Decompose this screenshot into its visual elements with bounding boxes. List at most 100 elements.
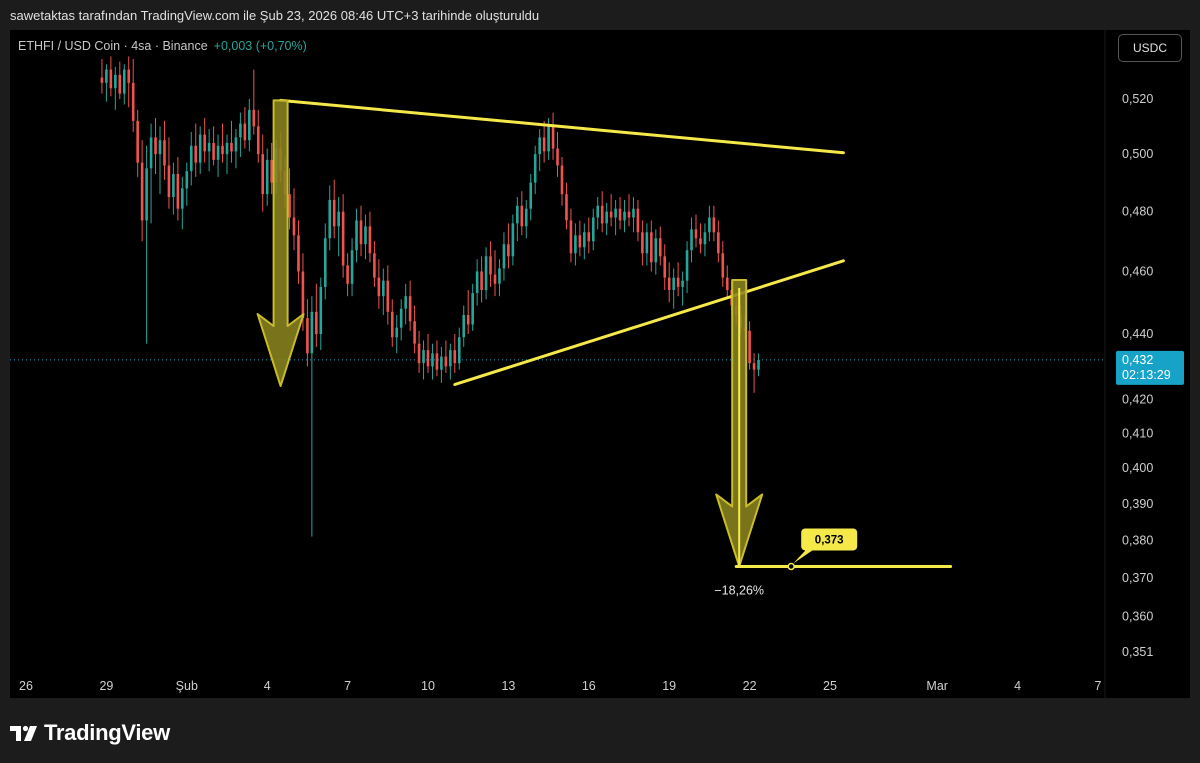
candle-body bbox=[520, 205, 524, 227]
candle-body bbox=[140, 162, 144, 221]
y-tick-label: 0,390 bbox=[1122, 497, 1153, 511]
candle-body bbox=[498, 268, 501, 284]
y-tick-label: 0,460 bbox=[1122, 264, 1153, 278]
candle-body bbox=[350, 250, 354, 284]
candle-body bbox=[694, 229, 698, 239]
y-tick-label: 0,480 bbox=[1122, 205, 1153, 219]
candle-body bbox=[650, 232, 653, 263]
x-tick-label: 19 bbox=[662, 679, 676, 693]
candle-body bbox=[449, 350, 452, 367]
candle-body bbox=[386, 280, 390, 312]
candle-body bbox=[636, 208, 640, 233]
tradingview-logo: TradingView bbox=[10, 718, 170, 748]
candle-body bbox=[189, 145, 193, 172]
candle-body bbox=[699, 238, 702, 245]
x-tick-label: Şub bbox=[176, 679, 198, 693]
candle-body bbox=[207, 142, 211, 152]
candle-body bbox=[591, 217, 595, 242]
candle-body bbox=[507, 244, 510, 257]
symbol-legend[interactable]: ETHFI / USD Coin · 4sa · Binance +0,003 (… bbox=[18, 39, 307, 53]
axes-layer: 0,520 0,500 0,480 0,460 0,440 0,420 0,410 0,400… bbox=[19, 30, 1184, 698]
candle-body bbox=[431, 353, 434, 367]
candle-body bbox=[346, 265, 349, 284]
candle-body bbox=[587, 232, 591, 242]
candle-body bbox=[306, 318, 309, 354]
trendline-support bbox=[453, 259, 845, 386]
candle-body bbox=[725, 277, 729, 290]
x-tick-label: 25 bbox=[823, 679, 837, 693]
candle-body bbox=[462, 314, 466, 338]
chart-caption: sawetaktas tarafından TradingView.com il… bbox=[10, 8, 540, 23]
candle-body bbox=[328, 199, 332, 239]
candle-body bbox=[676, 277, 680, 287]
candle-body bbox=[717, 232, 720, 254]
candle-body bbox=[457, 337, 461, 364]
candle-body bbox=[596, 205, 600, 218]
candle-body bbox=[435, 353, 439, 370]
candle-body bbox=[243, 123, 247, 141]
target-callout bbox=[801, 528, 858, 551]
candle-body bbox=[149, 137, 153, 169]
current-price-countdown: 02:13:29 bbox=[1122, 368, 1171, 382]
tradingview-logo-icon bbox=[10, 725, 37, 741]
candle-body bbox=[511, 223, 515, 257]
candle-body bbox=[484, 256, 488, 290]
candle-body bbox=[221, 145, 224, 155]
candle-body bbox=[154, 137, 157, 155]
candle-body bbox=[502, 244, 506, 269]
x-tick-label: 7 bbox=[1095, 679, 1102, 693]
candle-body bbox=[538, 137, 541, 155]
tradingview-logo-text: TradingView bbox=[44, 720, 170, 745]
target-callout-label: 0,373 bbox=[815, 534, 844, 546]
candle-body bbox=[261, 154, 265, 195]
chart-pane[interactable]: ETHFI / USD Coin · 4sa · Binance +0,003 (… bbox=[10, 30, 1190, 698]
candle-body bbox=[373, 253, 376, 278]
candle-body bbox=[230, 142, 233, 152]
candle-body bbox=[426, 350, 430, 367]
candle-body bbox=[239, 123, 242, 138]
candle-body bbox=[422, 350, 425, 364]
candle-body bbox=[234, 137, 238, 152]
y-tick-label: 0,400 bbox=[1122, 461, 1153, 475]
candle-body bbox=[453, 350, 457, 364]
trendline-resistance bbox=[279, 98, 845, 155]
y-tick-label: 0,360 bbox=[1122, 609, 1153, 623]
candle-body bbox=[100, 77, 104, 83]
candle-body bbox=[270, 159, 273, 183]
candle-body bbox=[323, 238, 327, 287]
x-tick-label: 22 bbox=[743, 679, 757, 693]
candle-body bbox=[569, 220, 573, 254]
candle-body bbox=[685, 250, 689, 281]
candle-body bbox=[181, 188, 184, 209]
candlestick-chart[interactable]: 0,373−18,26% 0,5200,5000,4800,4600,4400,… bbox=[10, 30, 1190, 698]
candle-body bbox=[203, 134, 206, 152]
candle-body bbox=[623, 211, 626, 221]
currency-button[interactable]: USDC bbox=[1118, 34, 1182, 62]
y-tick-label: 0,380 bbox=[1122, 533, 1153, 547]
candle-body bbox=[618, 208, 622, 221]
candle-body bbox=[551, 126, 555, 149]
candle-body bbox=[355, 220, 358, 251]
candle-body bbox=[319, 286, 323, 335]
candle-body bbox=[364, 226, 367, 245]
candle-body bbox=[645, 232, 649, 254]
candle-body bbox=[252, 109, 256, 127]
candle-body bbox=[408, 296, 412, 322]
candle-body bbox=[109, 69, 113, 89]
symbol-change: +0,003 (+0,70%) bbox=[213, 39, 307, 53]
y-tick-label: 0,440 bbox=[1122, 327, 1153, 341]
candle-body bbox=[524, 208, 528, 227]
candle-body bbox=[721, 253, 725, 278]
candle-body bbox=[480, 271, 483, 290]
candle-body bbox=[315, 311, 318, 335]
candle-body bbox=[127, 69, 131, 83]
candle-body bbox=[757, 359, 760, 370]
candle-body bbox=[382, 280, 385, 297]
candle-body bbox=[145, 168, 148, 221]
current-price-value: 0,432 bbox=[1122, 353, 1153, 367]
candle-body bbox=[194, 145, 198, 163]
candle-body bbox=[359, 220, 363, 245]
candle-body bbox=[301, 271, 305, 319]
candle-body bbox=[332, 199, 336, 227]
x-tick-label: 4 bbox=[264, 679, 271, 693]
